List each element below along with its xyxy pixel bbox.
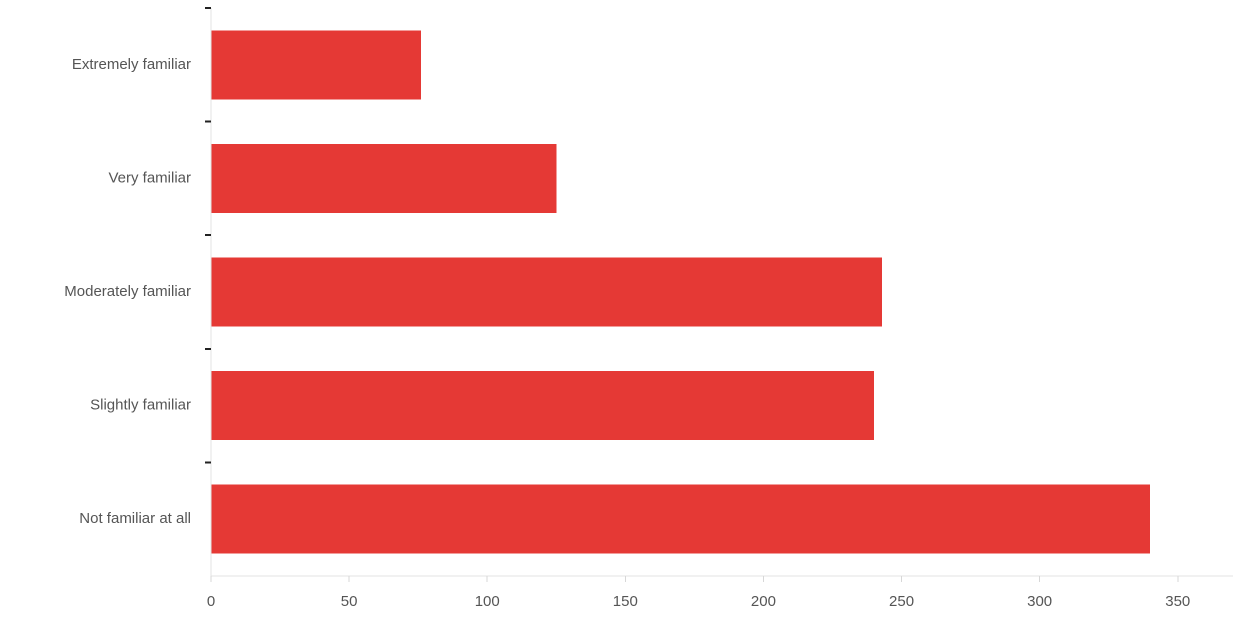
category-label: Extremely familiar bbox=[72, 56, 191, 73]
bar-not-familiar-at-all bbox=[211, 484, 1151, 554]
bars-group bbox=[211, 30, 1151, 554]
category-label: Moderately familiar bbox=[64, 283, 191, 300]
x-tick-label: 250 bbox=[889, 593, 914, 610]
category-label: Very familiar bbox=[108, 169, 191, 186]
bar-very-familiar bbox=[211, 143, 557, 213]
bar-slightly-familiar bbox=[211, 371, 874, 441]
bar-extremely-familiar bbox=[211, 30, 421, 100]
x-axis: 0 50 100 150 200 250 300 350 bbox=[207, 575, 1233, 610]
x-tick-label: 50 bbox=[341, 593, 358, 610]
x-tick-label: 0 bbox=[207, 593, 215, 610]
category-label: Slightly familiar bbox=[90, 397, 191, 414]
bar-moderately-familiar bbox=[211, 257, 883, 327]
x-tick-label: 150 bbox=[613, 593, 638, 610]
x-tick-label: 100 bbox=[475, 593, 500, 610]
category-labels: Extremely familiar Very familiar Moderatel… bbox=[64, 56, 191, 527]
y-axis bbox=[205, 7, 212, 576]
x-tick-label: 350 bbox=[1165, 593, 1190, 610]
category-label: Not familiar at all bbox=[79, 510, 191, 527]
x-tick-label: 300 bbox=[1027, 593, 1052, 610]
x-tick-label: 200 bbox=[751, 593, 776, 610]
